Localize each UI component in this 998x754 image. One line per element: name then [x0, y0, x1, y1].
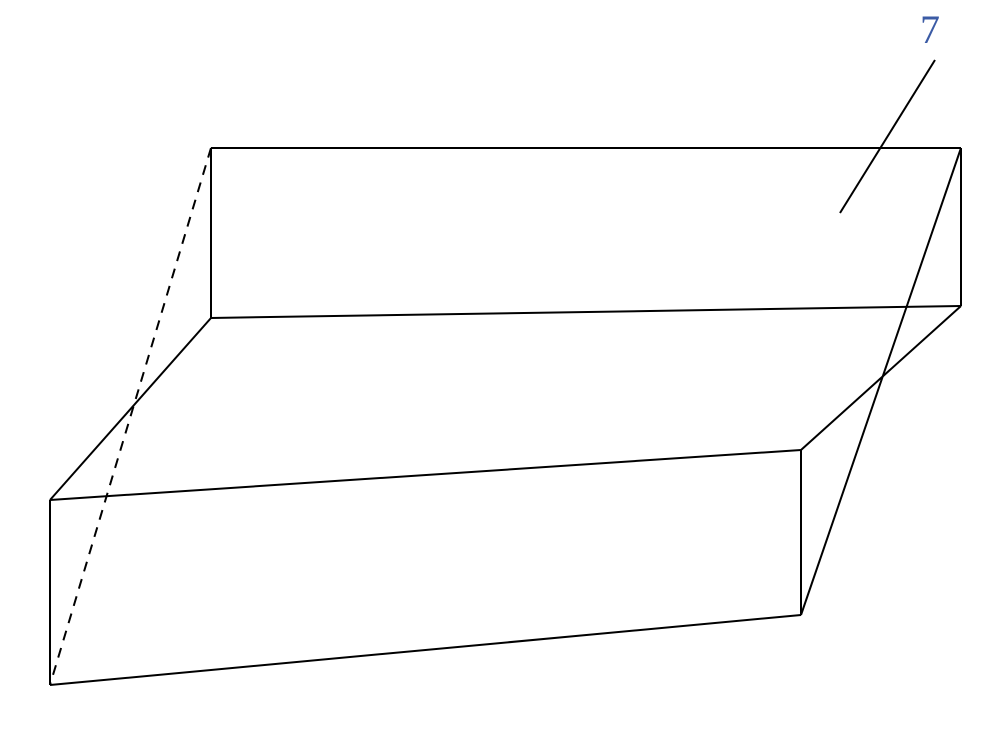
- part-label-7: 7: [920, 6, 940, 53]
- box-diagram: [0, 0, 998, 754]
